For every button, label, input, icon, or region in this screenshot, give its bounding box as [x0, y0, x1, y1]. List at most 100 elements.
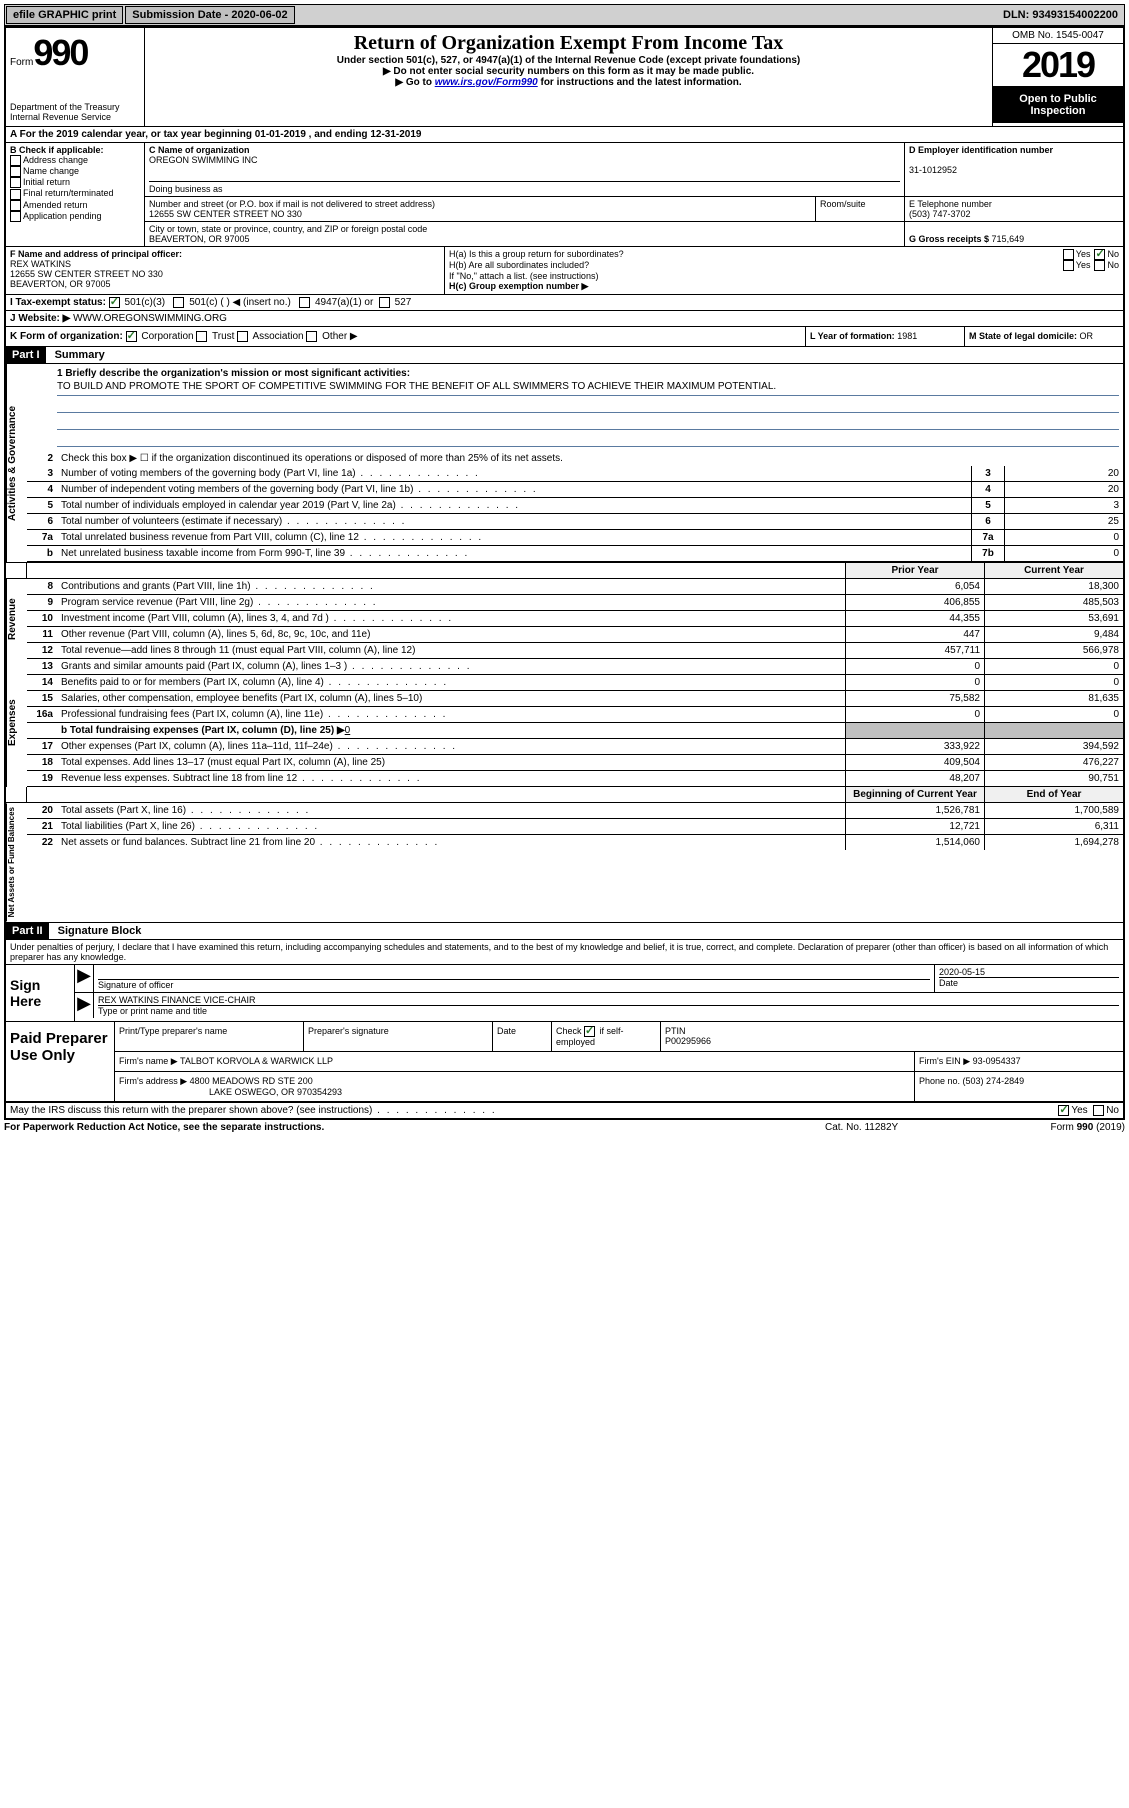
sig-arrow2: ▶ [75, 993, 93, 1018]
h4-pre: Check [556, 1026, 582, 1036]
n12: 12 [27, 643, 57, 658]
d-label: D Employer identification number [909, 145, 1053, 155]
dln-label: DLN: [1003, 9, 1032, 21]
chk-discuss-no[interactable] [1093, 1105, 1104, 1116]
sign-date: 2020-05-15 [939, 967, 985, 977]
line15: Salaries, other compensation, employee b… [57, 691, 845, 706]
f-label: F Name and address of principal officer: [10, 249, 182, 259]
footer-post: (2019) [1093, 1122, 1125, 1133]
chk-501c3[interactable] [109, 297, 120, 308]
footer-catno: Cat. No. 11282Y [825, 1122, 975, 1133]
chk-amended-return[interactable] [10, 200, 21, 211]
n20: 20 [27, 803, 57, 818]
addr-label: Number and street (or P.O. box if mail i… [149, 199, 435, 209]
sig-label: Signature of officer [98, 979, 930, 990]
line7a-text: Total unrelated business revenue from Pa… [57, 530, 971, 545]
b-opt1: Address change [23, 155, 88, 165]
chk-name-change[interactable] [10, 166, 21, 177]
k-label: K Form of organization: [10, 331, 123, 342]
ha-no: No [1107, 249, 1119, 260]
chk-corporation[interactable] [126, 331, 137, 342]
firm-name-cell: Firm's name ▶ TALBOT KORVOLA & WARWICK L… [115, 1052, 915, 1071]
line21: Total liabilities (Part X, line 26) [57, 819, 845, 834]
ein-value: 31-1012952 [909, 165, 957, 175]
part1-num: Part I [6, 347, 46, 363]
c-addr-cell: Number and street (or P.O. box if mail i… [145, 197, 816, 221]
val3: 20 [1004, 466, 1123, 481]
sig-arrow1: ▶ [75, 965, 93, 992]
sign-here-label: Sign Here [6, 965, 75, 1021]
chk-final-return[interactable] [10, 189, 21, 200]
officer-signature-field[interactable]: Signature of officer [93, 965, 934, 992]
l8c: 18,300 [984, 579, 1123, 594]
n7b: b [27, 546, 57, 561]
officer-addr1: 12655 SW CENTER STREET NO 330 [10, 269, 163, 279]
officer-addr2: BEAVERTON, OR 97005 [10, 279, 111, 289]
org-name: OREGON SWIMMING INC [149, 155, 258, 165]
val7a: 0 [1004, 530, 1123, 545]
line13: Grants and similar amounts paid (Part IX… [57, 659, 845, 674]
b-opt6: Application pending [23, 211, 102, 221]
n16b [27, 723, 57, 738]
governance-block: Activities & Governance 1 Briefly descri… [6, 364, 1123, 562]
penalties-text: Under penalties of perjury, I declare th… [6, 940, 1123, 965]
chk-hb-no[interactable] [1094, 260, 1105, 271]
irs-form990-link[interactable]: www.irs.gov/Form990 [435, 77, 538, 88]
form-body: Form990 Department of the Treasury Inter… [4, 26, 1125, 1120]
chk-4947[interactable] [299, 297, 310, 308]
n5: 5 [27, 498, 57, 513]
chk-527[interactable] [379, 297, 390, 308]
j-label: J Website: ▶ [10, 313, 73, 324]
website-value: WWW.OREGONSWIMMING.ORG [73, 313, 227, 324]
vtab-governance: Activities & Governance [6, 364, 27, 562]
g-receipts-cell: G Gross receipts $ 715,649 [905, 222, 1123, 246]
chk-hb-yes[interactable] [1063, 260, 1074, 271]
mission-block: 1 Briefly describe the organization's mi… [27, 364, 1123, 451]
l16b-val: 0 [345, 725, 351, 736]
ptin-cell: PTIN P00295966 [661, 1022, 1123, 1051]
chk-address-change[interactable] [10, 155, 21, 166]
page-footer: For Paperwork Reduction Act Notice, see … [4, 1120, 1125, 1135]
b-opt5: Amended return [23, 200, 88, 210]
n9: 9 [27, 595, 57, 610]
prep-right: Print/Type preparer's name Preparer's si… [115, 1022, 1123, 1101]
n16a: 16a [27, 707, 57, 722]
chk-self-employed[interactable] [584, 1026, 595, 1037]
hc-label: H(c) Group exemption number ▶ [449, 281, 1119, 292]
n8: 8 [27, 579, 57, 594]
vtab-spacer2 [6, 787, 27, 802]
k-o1: Corporation [141, 331, 193, 342]
sig-date-field: 2020-05-15 Date [934, 965, 1123, 992]
box7b: 7b [971, 546, 1004, 561]
chk-initial-return[interactable] [10, 177, 21, 188]
chk-other[interactable] [306, 331, 317, 342]
l10p: 44,355 [845, 611, 984, 626]
section-b-through-g: B Check if applicable: Address change Na… [6, 143, 1123, 247]
chk-ha-no[interactable] [1094, 249, 1105, 260]
chk-501c[interactable] [173, 297, 184, 308]
part2-num: Part II [6, 923, 49, 939]
n21: 21 [27, 819, 57, 834]
box3: 3 [971, 466, 1004, 481]
prep-phone: (503) 274-2849 [963, 1076, 1025, 1086]
chk-discuss-yes[interactable] [1058, 1105, 1069, 1116]
efile-print-button[interactable]: efile GRAPHIC print [6, 6, 123, 24]
chk-application-pending[interactable] [10, 211, 21, 222]
l8p: 6,054 [845, 579, 984, 594]
submission-date-button[interactable]: Submission Date - 2020-06-02 [125, 6, 294, 24]
k-l-m-row: K Form of organization: Corporation Trus… [6, 327, 1123, 347]
rev-col-headers: Prior Year Current Year [6, 562, 1123, 579]
l19p: 48,207 [845, 771, 984, 786]
chk-association[interactable] [237, 331, 248, 342]
l9c: 485,503 [984, 595, 1123, 610]
k-o3: Association [252, 331, 303, 342]
l11c: 9,484 [984, 627, 1123, 642]
revenue-content: 8Contributions and grants (Part VIII, li… [27, 579, 1123, 659]
row-a-period: A For the 2019 calendar year, or tax yea… [6, 127, 1123, 143]
name-label: Type or print name and title [98, 1005, 1119, 1016]
phone-label: Phone no. [919, 1076, 963, 1086]
firm-ein-cell: Firm's EIN ▶ 93-0954337 [915, 1052, 1123, 1071]
chk-trust[interactable] [196, 331, 207, 342]
line2-text: Check this box ▶ ☐ if the organization d… [57, 451, 1123, 466]
chk-ha-yes[interactable] [1063, 249, 1074, 260]
